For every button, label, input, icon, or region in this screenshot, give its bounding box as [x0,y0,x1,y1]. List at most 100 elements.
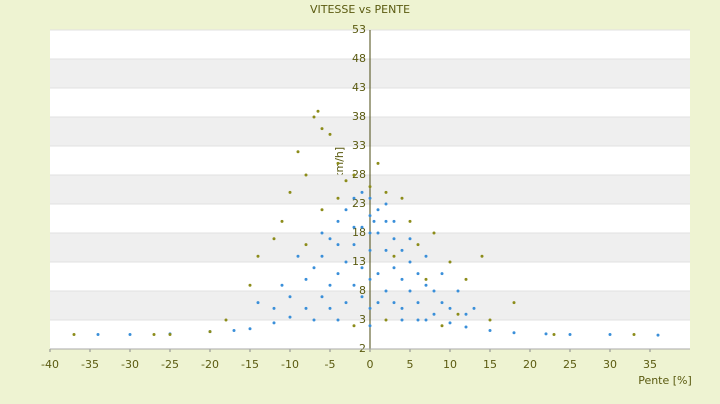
point [440,301,444,305]
point [408,260,412,264]
point [232,328,236,332]
point [416,318,420,322]
point [424,318,428,322]
point [552,333,556,336]
point [344,208,348,212]
x-tick-label: -15 [241,358,259,371]
point [304,243,308,247]
x-tick-label: 30 [603,358,617,371]
point [448,306,452,310]
x-tick-label: -10 [281,358,299,371]
point [376,231,380,235]
point [320,254,324,258]
point [288,315,292,319]
y-axis-label: [km/h] [333,147,346,183]
point [384,248,388,252]
x-tick-label: -20 [201,358,219,371]
point [400,196,404,200]
point [328,237,332,241]
point [320,231,324,235]
point [416,243,420,247]
point [432,289,436,293]
point [376,301,380,305]
point [392,237,396,241]
point [424,254,428,258]
point [632,333,636,336]
point [384,289,388,293]
y-tick-label: 13 [352,255,366,268]
point [304,277,308,281]
point [384,190,388,194]
point [432,231,436,235]
point [376,161,380,165]
point [336,243,340,247]
y-tick-label: 18 [352,226,366,239]
point [384,219,388,223]
point [400,318,404,322]
y-tick-label: 43 [352,81,366,94]
point [72,333,76,336]
point [408,289,412,293]
point [384,318,388,322]
x-tick-label: -35 [81,358,99,371]
point [408,237,412,241]
y-tick-label: 23 [352,197,366,210]
point [312,266,316,270]
point [288,295,292,299]
point [208,330,212,334]
point [368,214,372,218]
point [328,283,332,287]
point [272,306,276,310]
point [512,331,516,335]
point [352,243,356,247]
point [328,132,332,136]
point [400,248,404,252]
x-axis-label: Pente [%] [638,374,692,387]
point [96,333,100,336]
point [320,208,324,212]
x-tick-label: 25 [563,358,577,371]
point [368,324,372,328]
x-tick-label: 35 [643,358,657,371]
point [544,332,548,336]
point [336,272,340,276]
point [372,219,376,223]
point [400,306,404,310]
point [424,277,428,281]
point [320,127,324,131]
point [352,173,356,177]
point [248,283,252,287]
point [336,161,340,165]
y-tick-label: 48 [352,52,366,65]
x-tick-label: -40 [41,358,59,371]
point [336,196,340,200]
point [320,295,324,299]
point [448,260,452,264]
point [360,225,364,229]
point [336,219,340,223]
point [464,325,468,329]
point [352,225,356,229]
point [568,333,572,336]
point [376,272,380,276]
point [352,196,356,200]
point [608,333,612,336]
point [336,318,340,322]
point [464,312,468,316]
point [296,150,300,154]
point [280,283,284,287]
point [304,173,308,177]
point [344,301,348,305]
point [408,219,412,223]
point [248,327,252,331]
point [392,254,396,258]
y-tick-label: 33 [352,139,366,152]
y-tick-label: 8 [359,284,366,297]
point [488,328,492,332]
point [296,254,300,258]
x-tick-label: -5 [325,358,336,371]
x-tick-label: 0 [367,358,374,371]
y-tick-label: 28 [352,168,366,181]
point [456,289,460,293]
